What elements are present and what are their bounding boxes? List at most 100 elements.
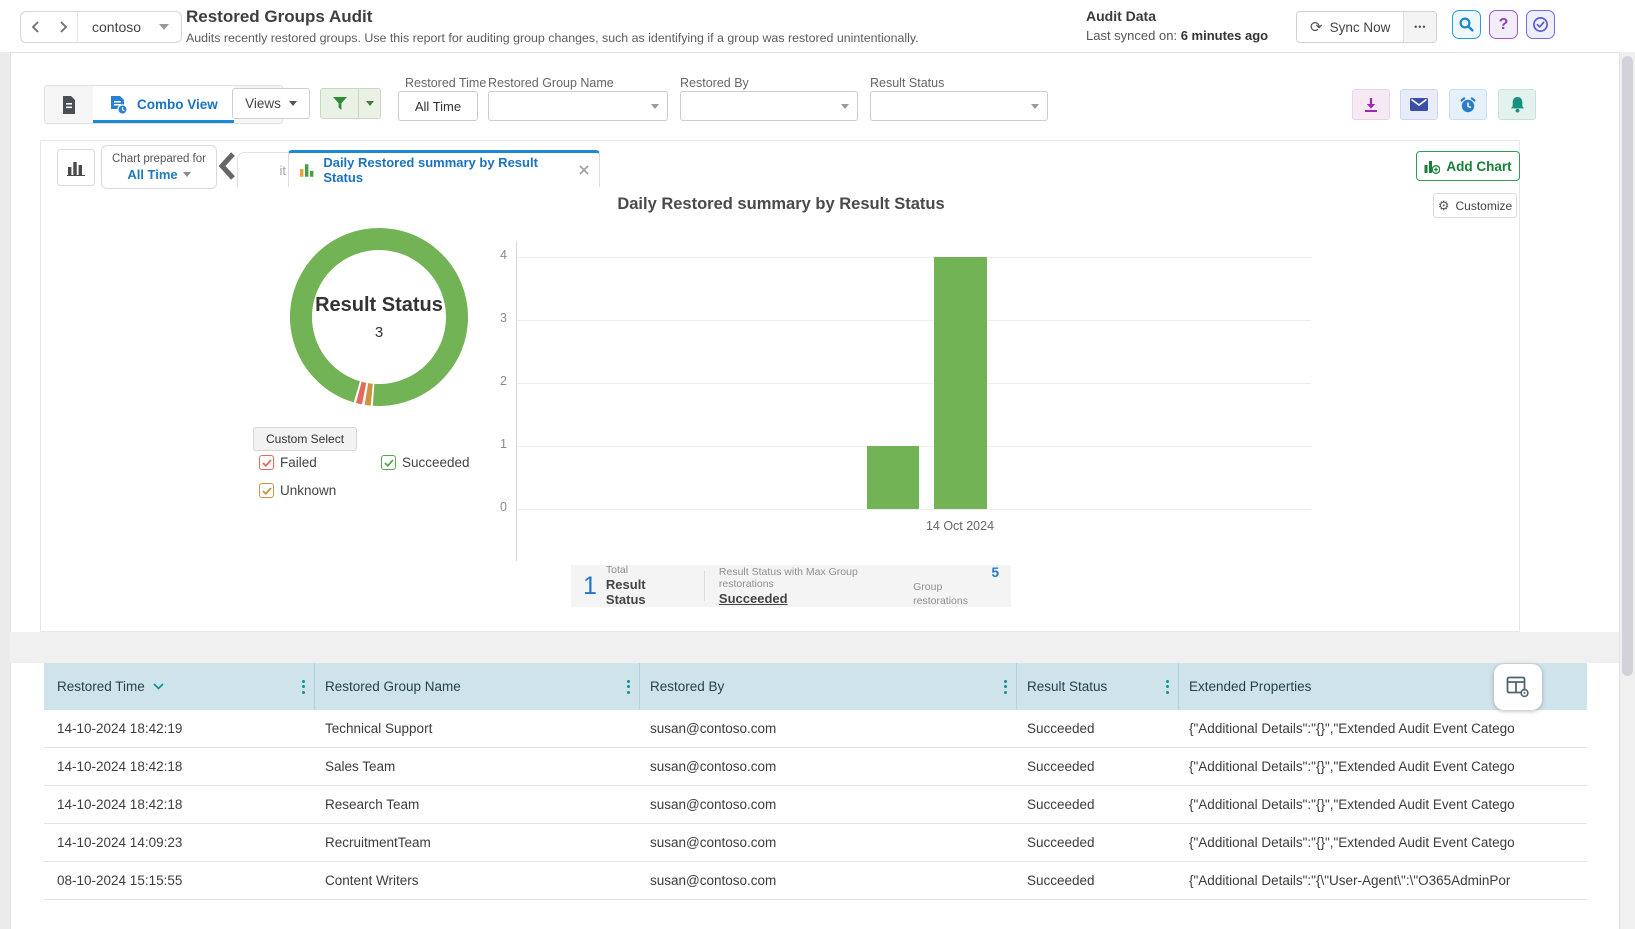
tab-report-view[interactable]: [45, 86, 93, 123]
page-scrollbar[interactable]: [1619, 52, 1635, 929]
scheduled-status-button[interactable]: [1526, 10, 1555, 39]
tab-combo-view[interactable]: Combo View: [93, 86, 234, 123]
sync-more-button[interactable]: •••: [1403, 12, 1437, 42]
donut-slice-unknown[interactable]: [364, 383, 373, 406]
last-synced-value: 6 minutes ago: [1180, 28, 1269, 43]
filter-label-group-name: Restored Group Name: [488, 76, 614, 90]
group-restorations-label: Group restorations: [913, 581, 968, 607]
email-report-button[interactable]: [1400, 89, 1438, 120]
table-cell: Content Writers: [325, 873, 419, 888]
legend-item-failed[interactable]: Failed: [259, 455, 317, 470]
customize-button[interactable]: ⚙ Customize: [1433, 193, 1517, 218]
table-row[interactable]: 08-10-2024 15:15:55 Content Writers susan@…: [44, 862, 1587, 900]
column-header-extended-properties[interactable]: Extended Properties: [1179, 663, 1587, 710]
table-row[interactable]: 14-10-2024 14:09:23 RecruitmentTeam susan@…: [44, 824, 1587, 862]
bar[interactable]: [867, 446, 919, 509]
bell-icon: [1510, 97, 1524, 113]
document-icon: [63, 95, 75, 114]
refresh-icon: ⟳: [1310, 19, 1323, 36]
table-cell: {"Additional Details":"{\"User-Agent\":\…: [1189, 873, 1511, 888]
custom-select-button[interactable]: Custom Select: [253, 427, 358, 451]
help-button[interactable]: ?: [1489, 10, 1518, 39]
table-cell: Succeeded: [1027, 797, 1095, 812]
donut-chart[interactable]: Result Status 3: [289, 227, 469, 407]
sync-now-button[interactable]: ⟳ Sync Now: [1297, 12, 1403, 42]
max-restorations-status-link[interactable]: Succeeded: [718, 590, 788, 606]
table-cell: {"Additional Details":"{}","Extended Aud…: [1189, 835, 1515, 850]
y-axis-line: [516, 241, 517, 561]
table-row[interactable]: 14-10-2024 18:42:18 Sales Team susan@conto…: [44, 748, 1587, 786]
audit-data-label: Audit Data: [1086, 8, 1156, 24]
table-row[interactable]: 14-10-2024 18:42:18 Research Team susan@co…: [44, 786, 1587, 824]
column-label: Restored By: [650, 679, 725, 694]
gridline: [516, 320, 1311, 321]
nav-back-button[interactable]: [21, 13, 49, 41]
chevron-down-icon: [1031, 104, 1039, 109]
y-tick-label: 3: [500, 311, 507, 325]
export-download-button[interactable]: [1352, 89, 1390, 120]
left-gutter: [0, 52, 11, 929]
sync-now-label: Sync Now: [1329, 19, 1391, 35]
legend-item-succeeded[interactable]: Succeeded: [381, 455, 470, 470]
combo-view-icon: [111, 95, 128, 115]
table-row[interactable]: 14-10-2024 18:42:19 Technical Support susa…: [44, 710, 1587, 748]
views-dropdown-button[interactable]: Views: [232, 88, 310, 119]
chevron-down-icon: [651, 104, 659, 109]
bar-plot: 0 1 2 3 4: [41, 141, 1521, 633]
column-header-restored-by[interactable]: Restored By: [640, 663, 1017, 710]
restored-by-filter[interactable]: [680, 91, 858, 121]
column-header-result-status[interactable]: Result Status: [1017, 663, 1179, 710]
table-cell: {"Additional Details":"{}","Extended Aud…: [1189, 759, 1515, 774]
sync-button-group: ⟳ Sync Now •••: [1296, 11, 1438, 43]
column-settings-button[interactable]: [1494, 664, 1542, 710]
alerts-button[interactable]: [1498, 89, 1536, 120]
global-search-button[interactable]: [1452, 10, 1481, 39]
checkbox-checked-icon[interactable]: [259, 455, 274, 470]
y-tick-label: 1: [500, 437, 507, 451]
restored-group-name-filter[interactable]: [488, 91, 668, 121]
clock-check-icon: [1533, 17, 1548, 32]
bar[interactable]: [934, 257, 987, 509]
column-label: Restored Time: [57, 679, 145, 694]
column-header-restored-time[interactable]: Restored Time: [44, 663, 315, 710]
column-menu-icon[interactable]: [627, 679, 630, 694]
last-synced-text: Last synced on: 6 minutes ago: [1086, 28, 1268, 43]
checkbox-checked-icon[interactable]: [381, 455, 396, 470]
close-icon: [579, 165, 589, 175]
filter-split-button: [320, 88, 381, 119]
chart-tabs-scroll-left[interactable]: [217, 151, 237, 181]
table-body: 14-10-2024 18:42:19 Technical Support susa…: [44, 710, 1587, 900]
tenant-dropdown[interactable]: contoso: [77, 13, 181, 41]
table-cell: Succeeded: [1027, 759, 1095, 774]
column-menu-icon[interactable]: [1166, 679, 1169, 694]
add-chart-button[interactable]: Add Chart: [1416, 151, 1520, 181]
legend-label: Unknown: [280, 483, 337, 498]
column-header-restored-group-name[interactable]: Restored Group Name: [315, 663, 640, 710]
table-cell: 14-10-2024 14:09:23: [57, 835, 183, 850]
sort-desc-icon[interactable]: [153, 683, 164, 690]
column-menu-icon[interactable]: [302, 679, 305, 694]
section-separator: [10, 632, 1619, 663]
column-menu-icon[interactable]: [1004, 679, 1007, 694]
filter-button[interactable]: [321, 89, 358, 118]
legend-item-unknown[interactable]: Unknown: [259, 483, 336, 498]
chart-tab-title: Daily Restored summary by Result Status: [323, 155, 538, 185]
checkbox-checked-icon[interactable]: [259, 483, 274, 498]
schedule-report-button[interactable]: [1449, 89, 1487, 120]
chart-tab-active[interactable]: Daily Restored summary by Result Status: [288, 150, 600, 187]
result-status-filter[interactable]: [870, 91, 1048, 121]
filter-dropdown-button[interactable]: [358, 89, 380, 118]
column-label: Extended Properties: [1189, 679, 1312, 694]
scrollbar-thumb[interactable]: [1622, 56, 1633, 676]
donut-slice-succeeded[interactable]: [290, 228, 468, 406]
table-cell: 08-10-2024 15:15:55: [57, 873, 183, 888]
donut-slice-failed[interactable]: [355, 381, 367, 405]
gridline: [516, 383, 1311, 384]
chart-tab-close-button[interactable]: [579, 165, 589, 175]
restored-time-filter[interactable]: All Time: [398, 91, 478, 121]
chart-prepared-for-button[interactable]: Chart prepared for All Time: [101, 145, 217, 189]
title-block: Restored Groups Audit Audits recently re…: [186, 7, 919, 45]
nav-forward-button[interactable]: [49, 13, 77, 41]
chart-type-button[interactable]: [57, 149, 95, 186]
